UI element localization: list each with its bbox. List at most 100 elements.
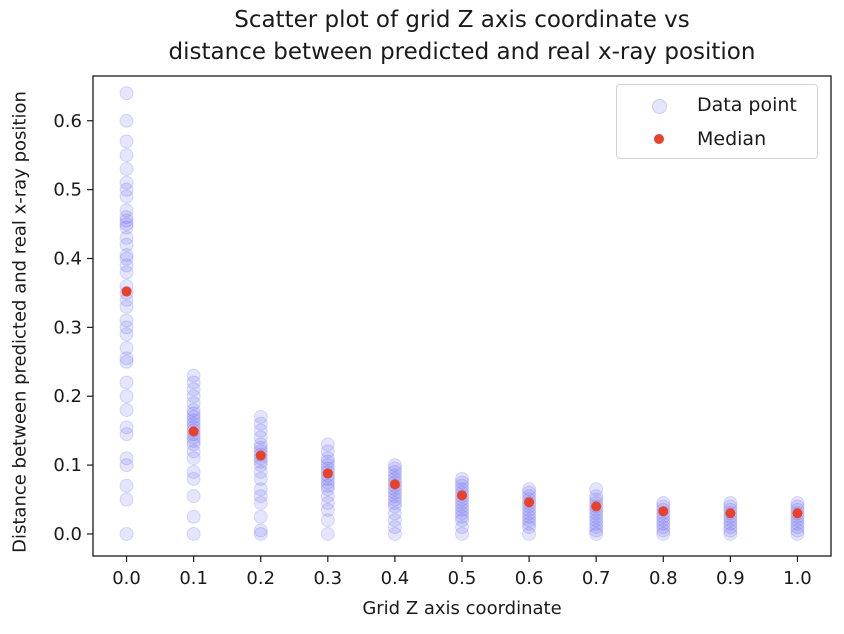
x-tick-label: 0.4	[381, 568, 410, 589]
data-point	[119, 258, 134, 273]
data-point	[119, 161, 134, 176]
data-point	[119, 189, 134, 204]
data-point	[522, 526, 537, 541]
data-point	[656, 523, 671, 538]
data-point	[387, 513, 402, 528]
data-point	[119, 313, 134, 328]
data-point	[387, 464, 402, 479]
data-point	[455, 475, 469, 490]
data-point	[186, 406, 201, 421]
data-point	[522, 482, 537, 497]
data-point	[119, 134, 134, 149]
data-point	[119, 403, 134, 418]
data-point	[320, 437, 335, 452]
data-point	[119, 299, 134, 314]
data-point	[253, 471, 268, 486]
median-point	[121, 286, 132, 297]
data-point	[790, 495, 805, 510]
data-point	[455, 502, 469, 517]
data-point	[253, 509, 268, 524]
x-tick-label: 1.0	[783, 568, 812, 589]
data-point	[589, 482, 604, 497]
data-point	[790, 520, 805, 535]
data-point	[387, 461, 402, 476]
median-point	[188, 426, 199, 437]
median-point	[658, 506, 669, 517]
data-point	[522, 516, 537, 531]
data-point	[186, 375, 201, 390]
y-tick-label: 0.0	[53, 524, 82, 545]
legend: Data point Median	[616, 84, 818, 159]
median-point	[591, 501, 602, 512]
y-tick-label: 0.2	[53, 386, 82, 407]
x-tick-label: 0.9	[716, 568, 745, 589]
x-tick-label: 0.2	[246, 568, 275, 589]
data-point	[723, 523, 738, 538]
data-point	[253, 489, 268, 504]
data-point	[455, 526, 469, 541]
data-point	[119, 389, 134, 404]
median-point	[255, 450, 266, 461]
data-point	[119, 351, 134, 366]
data-point	[522, 513, 537, 528]
data-point	[186, 526, 201, 541]
data-point	[186, 382, 201, 397]
data-point	[119, 175, 134, 190]
data-point	[253, 464, 268, 479]
median-point	[457, 490, 467, 501]
data-point	[320, 495, 335, 510]
data-point	[387, 520, 402, 535]
data-point	[723, 495, 738, 510]
data-point	[253, 523, 268, 538]
y-ticks: 0.0 0.1 0.2 0.3 0.4 0.5 0.6	[53, 111, 93, 545]
data-point	[186, 368, 201, 383]
legend-entry-data-point: Data point	[617, 92, 817, 118]
data-point	[320, 454, 335, 469]
data-point	[589, 526, 604, 541]
data-point	[119, 458, 134, 473]
data-point	[253, 416, 268, 431]
data-point	[119, 526, 134, 541]
data-point	[790, 523, 805, 538]
data-point	[656, 520, 671, 535]
data-point	[186, 437, 201, 452]
data-point	[387, 506, 402, 521]
data-point	[387, 495, 402, 510]
x-tick-label: 0.6	[515, 568, 544, 589]
data-point	[119, 86, 134, 101]
data-point	[656, 526, 671, 541]
data-point	[589, 520, 604, 535]
data-point	[186, 464, 201, 479]
data-point	[723, 520, 738, 535]
x-ticks: 0.0 0.1 0.2 0.3 0.4 0.5 0.6 0.7 0.8 0.9 1.0	[112, 556, 812, 589]
y-tick-label: 0.4	[53, 248, 82, 269]
data-point	[186, 489, 201, 504]
data-point	[119, 354, 134, 369]
data-point	[119, 420, 134, 435]
data-point	[119, 320, 134, 335]
data-point	[253, 423, 268, 438]
legend-label-data-point: Data point	[697, 94, 797, 116]
data-point	[522, 509, 537, 524]
data-point	[387, 492, 402, 507]
data-point	[589, 513, 604, 528]
x-tick-label: 0.1	[179, 568, 208, 589]
data-point	[186, 403, 201, 418]
y-axis-label: Distance between predicted and real x-ra…	[9, 91, 31, 553]
median-marker-icon	[654, 134, 664, 144]
data-point	[119, 427, 134, 442]
data-point	[253, 482, 268, 497]
data-point	[119, 492, 134, 507]
data-point	[119, 113, 134, 128]
data-point	[119, 251, 134, 266]
data-point	[119, 230, 134, 245]
x-axis-label: Grid Z axis coordinate	[362, 598, 562, 619]
data-point	[119, 148, 134, 163]
data-point	[320, 482, 335, 497]
legend-label-median: Median	[697, 128, 767, 150]
data-point	[723, 526, 738, 541]
data-point	[253, 526, 268, 541]
data-point	[119, 375, 134, 390]
data-point	[186, 389, 201, 404]
